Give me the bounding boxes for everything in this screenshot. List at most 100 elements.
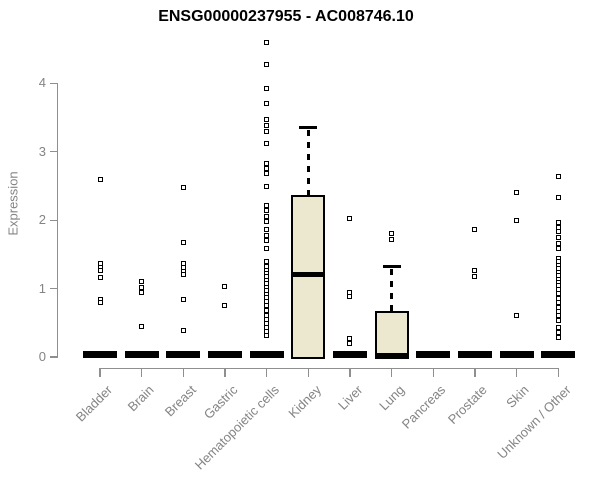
box xyxy=(374,310,409,359)
outlier-point xyxy=(555,240,561,246)
outlier-point xyxy=(264,219,270,225)
outlier-point xyxy=(555,195,561,201)
median-line xyxy=(291,271,326,277)
outlier-point xyxy=(264,307,270,313)
outlier-point xyxy=(555,229,561,235)
outlier-point xyxy=(555,300,561,306)
outlier-point xyxy=(472,273,478,279)
x-tick-label: Liver xyxy=(334,382,366,413)
y-tick xyxy=(50,288,57,290)
x-tick xyxy=(266,368,268,377)
outlier-point xyxy=(555,325,561,331)
outlier-point xyxy=(555,329,561,335)
outlier-point xyxy=(555,219,561,225)
zero-bar xyxy=(416,351,451,358)
outlier-point xyxy=(555,295,561,301)
zero-bar xyxy=(457,351,492,358)
x-tick-label: Kidney xyxy=(284,382,324,421)
outlier-point xyxy=(222,303,228,309)
outlier-point xyxy=(264,238,270,244)
y-tick-label: 3 xyxy=(38,143,46,159)
zero-bar xyxy=(207,351,242,358)
outlier-point xyxy=(514,313,519,319)
outlier-point xyxy=(389,231,395,237)
y-axis-line xyxy=(57,83,59,358)
zero-bar xyxy=(83,351,117,358)
x-tick xyxy=(307,368,309,377)
outlier-point xyxy=(347,336,353,342)
x-tick xyxy=(99,368,101,377)
zero-bar xyxy=(499,351,534,358)
x-tick-label: Prostate xyxy=(445,382,491,428)
outlier-point xyxy=(180,272,186,278)
outlier-point xyxy=(139,323,145,329)
outlier-point xyxy=(264,86,270,92)
outlier-point xyxy=(139,279,145,285)
outlier-point xyxy=(389,236,395,242)
outlier-point xyxy=(139,289,145,295)
outlier-point xyxy=(264,171,270,177)
outlier-point xyxy=(264,303,270,309)
x-tick-label: Skin xyxy=(503,382,532,411)
outlier-point xyxy=(264,160,270,166)
outlier-point xyxy=(555,334,561,340)
y-tick-label: 1 xyxy=(38,280,46,296)
outlier-point xyxy=(264,117,270,123)
x-tick xyxy=(515,368,518,377)
outlier-point xyxy=(472,226,478,232)
outlier-point xyxy=(472,268,478,274)
outlier-point xyxy=(555,235,561,241)
outlier-point xyxy=(264,129,270,135)
x-tick xyxy=(390,368,393,377)
outlier-point xyxy=(264,202,270,208)
outlier-point xyxy=(222,284,228,290)
zero-bar xyxy=(332,351,367,358)
x-tick-label: Pancreas xyxy=(399,382,449,432)
outlier-point xyxy=(264,184,270,190)
zero-bar xyxy=(249,351,284,358)
x-tick xyxy=(557,368,559,377)
x-tick xyxy=(224,368,226,377)
outlier-point xyxy=(180,327,186,333)
outlier-point xyxy=(97,300,103,306)
x-tick-label: Lung xyxy=(375,382,407,414)
whisker-cap xyxy=(382,265,401,269)
outlier-point xyxy=(264,213,270,219)
x-tick-label: Unknown / Other xyxy=(493,382,574,462)
x-tick xyxy=(349,368,351,377)
x-tick-label: Breast xyxy=(161,382,199,420)
y-tick-label: 0 xyxy=(38,349,46,364)
y-tick-label: 4 xyxy=(38,75,46,91)
outlier-point xyxy=(555,173,561,179)
x-tick-label: Brain xyxy=(124,382,157,415)
outlier-point xyxy=(347,294,353,300)
outlier-point xyxy=(264,39,270,45)
x-tick xyxy=(182,368,184,377)
zero-bar xyxy=(166,351,201,358)
outlier-point xyxy=(264,232,270,238)
outlier-point xyxy=(264,101,270,107)
outlier-point xyxy=(180,239,186,245)
outlier-point xyxy=(264,123,270,129)
outlier-point xyxy=(555,290,561,296)
whisker xyxy=(307,129,310,195)
y-tick xyxy=(50,151,57,153)
y-tick-label: 2 xyxy=(38,212,46,228)
chart-title: ENSG00000237955 - AC008746.10 xyxy=(158,8,414,25)
median-line xyxy=(374,353,409,358)
outlier-point xyxy=(264,61,270,67)
x-tick xyxy=(474,368,476,377)
outlier-point xyxy=(264,227,270,233)
y-axis-label: Expression xyxy=(5,171,21,236)
outlier-point xyxy=(97,275,103,281)
x-tick-label: Bladder xyxy=(73,382,116,425)
y-tick xyxy=(50,356,57,358)
zero-bar xyxy=(541,351,576,358)
outlier-point xyxy=(514,218,519,224)
outlier-point xyxy=(514,189,519,195)
outlier-point xyxy=(555,224,561,230)
outlier-point xyxy=(347,216,353,222)
whisker xyxy=(390,268,393,311)
outlier-point xyxy=(97,176,103,182)
